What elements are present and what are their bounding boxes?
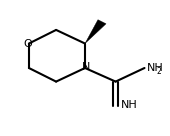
Text: NH: NH [147, 63, 164, 73]
Polygon shape [85, 20, 106, 44]
Text: N: N [82, 62, 90, 72]
Text: 2: 2 [156, 67, 161, 76]
Text: NH: NH [121, 100, 138, 110]
Text: O: O [24, 38, 32, 49]
